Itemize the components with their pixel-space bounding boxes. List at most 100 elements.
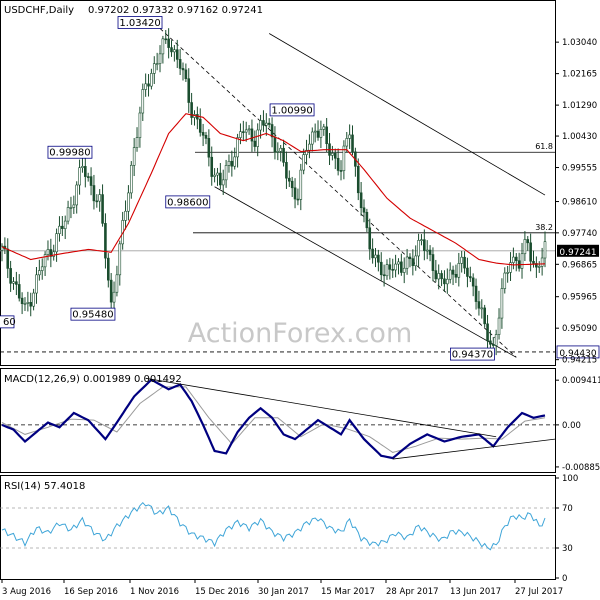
candle-body [497,317,501,335]
candle-body [242,131,245,133]
candle-body [135,137,139,148]
candle-body [368,227,372,250]
watermark-group: ActionForex.com [188,318,413,349]
candle-body [371,248,374,259]
candle-body [262,120,265,126]
candle-body [104,223,107,259]
candle-body [250,128,254,142]
candle-body [428,249,432,255]
candle-body [457,263,461,278]
y-tick-label: 1.01290 [562,101,597,111]
candle-body [331,152,334,156]
candle-body [503,272,507,289]
candle-body [187,78,191,103]
candle-body [213,174,216,177]
candle-body [61,225,64,229]
x-tick-label: 16 Sep 2016 [64,587,118,597]
candle-body [52,251,56,257]
candle-body [486,323,489,342]
candle-body [365,211,369,229]
support-tag-text: 0.94430 [559,349,596,359]
candle-body [89,176,93,186]
annotation-text: 0.98600 [167,197,208,208]
candle-body [267,122,271,125]
candle-body [402,267,406,273]
candle-body [417,240,420,257]
candle-body [63,220,67,229]
candle-body [118,243,122,276]
candle-body [107,257,110,281]
candle-body [233,156,237,167]
macd-down-trendline [145,377,497,438]
candle-body [158,53,162,64]
candle-body [78,167,81,186]
annotation-box [450,347,495,361]
candle-body [543,241,547,259]
annotation-text: 0.99980 [49,148,90,159]
candle-body [265,122,268,126]
y-tick-label: 0.99555 [562,164,597,174]
candle-body [299,169,303,200]
candle-body [247,128,251,131]
candle-body [489,340,492,345]
candle-body [276,151,280,153]
rsi-panel: 100 70 30 0 [0,474,578,584]
candle-body [362,207,366,213]
candle-body [46,249,50,255]
candle-body [454,273,458,278]
candle-body [405,256,409,269]
candle-body [440,273,443,280]
candle-body [20,297,24,304]
macd-panel: 0.009411 0.00 -0.008852 [0,376,600,473]
candle-body [259,120,262,131]
candle-body [537,266,541,268]
candle-body [12,281,15,284]
candle-body [523,239,527,255]
candle-body [448,269,452,280]
candle-body [207,138,211,158]
x-tick-label: 28 Apr 2017 [386,587,439,597]
candle-body [319,129,323,138]
candle-body [23,303,27,305]
candle-body [296,198,300,201]
rsi-tick-label: 70 [562,504,573,514]
candle-body [253,140,257,147]
candle-body [98,194,101,202]
annotation-text: 1.00990 [271,105,312,116]
candle-body [38,270,41,276]
candle-body [112,291,116,303]
fib-label-61-8: 61.8 [535,142,553,151]
annotation-text: 0.95480 [72,310,113,321]
candle-body [471,277,475,287]
candle-body [201,132,205,136]
candle-body [394,263,397,271]
candle-body [150,73,153,87]
candle-body [6,248,10,269]
candle-body [181,68,185,71]
x-tick-label: 27 Jul 2017 [515,587,563,597]
candle-body [40,266,44,271]
candle-body [43,254,47,268]
x-tick-label: 1 Nov 2016 [130,587,179,597]
annotation-box [165,195,211,209]
annotation-box [70,307,116,321]
candle-body [391,269,395,271]
candle-body [483,307,486,325]
candle-body [49,249,53,257]
candle-body [342,145,346,171]
y-tick-label: 1.02165 [562,70,597,80]
candle-body [161,38,165,55]
candle-body [388,264,392,270]
moving-average [1,113,546,266]
candle-body [170,47,173,53]
candle-body [345,138,349,147]
candle-body [190,102,193,118]
rsi-tick-label: 30 [562,544,573,554]
candle-body [377,254,380,263]
candle-body [115,274,119,293]
candle-body [288,177,291,182]
candle-body [425,249,429,252]
candle-body [141,89,145,114]
ohlc-label: 0.97202 0.97332 0.97162 0.97241 [88,5,263,16]
